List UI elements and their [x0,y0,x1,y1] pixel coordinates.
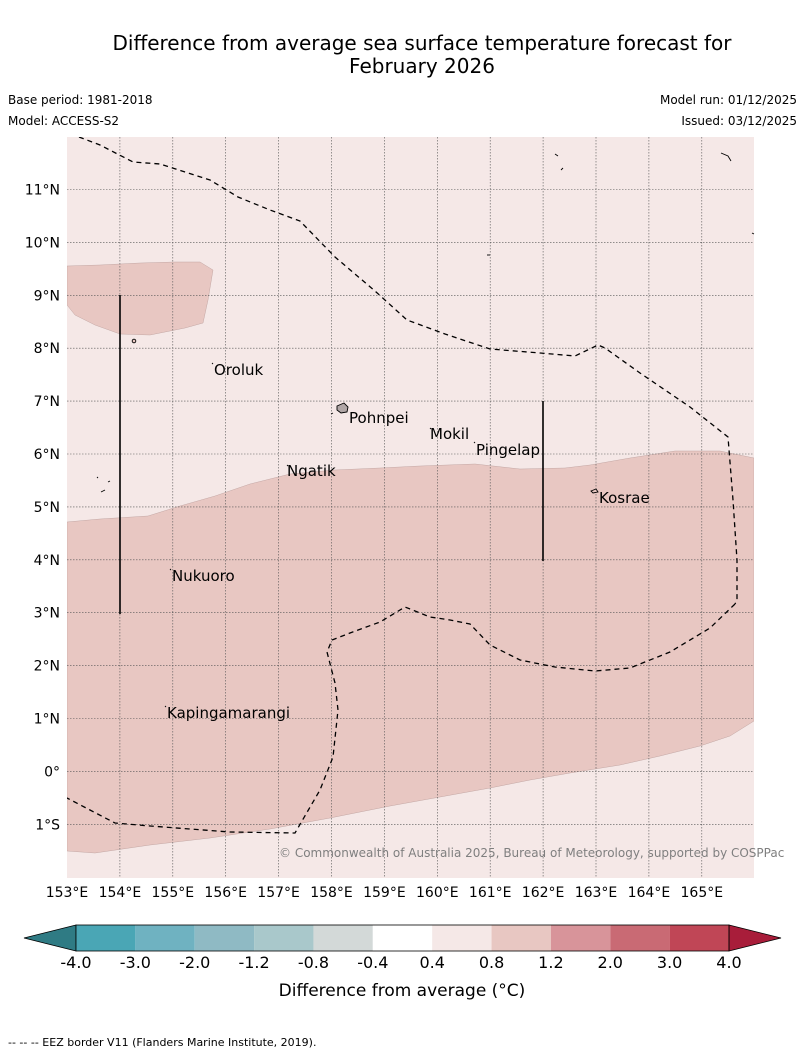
lat-tick-label: 4°N [34,553,60,569]
lat-tick-label: 2°N [34,659,60,675]
place-nukuoro: Nukuoro [172,567,235,585]
colorbar-segment [76,925,136,951]
lat-tick-label: 10°N [25,235,60,251]
colorbar-segment [550,925,611,951]
title-line-1: Difference from average sea surface temp… [112,31,732,55]
model-name: Model: ACCESS-S2 [8,114,120,128]
lon-tick-label: 164°E [628,885,671,901]
warm-patch-northwest [67,261,214,336]
colorbar-tick-label: 1.2 [538,953,563,972]
eez-border [67,137,738,834]
colorbar-tick-label: -3.0 [120,953,151,972]
colorbar-tick-label: 3.0 [657,953,682,972]
colorbar-tick-label: -1.2 [238,953,269,972]
colorbar-tick-label: 0.4 [419,953,444,972]
lat-tick-label: 1°N [34,712,60,728]
place-pohnpei: Pohnpei [349,409,409,427]
colorbar-tick-label: 0.8 [479,953,504,972]
colorbar-tick-label: -4.0 [60,953,91,972]
place-ngatik: Ngatik [287,462,336,480]
issued-date: Issued: 03/12/2025 [681,114,797,128]
lon-tick-label: 158°E [310,885,353,901]
colorbar-segment [372,925,433,951]
title-line-2: February 2026 [349,54,495,78]
colorbar-lower-extension [23,924,77,952]
colorbar-segment [432,925,492,951]
graticule [67,137,754,878]
lon-tick-label: 159°E [363,885,406,901]
place-oroluk: Oroluk [214,361,263,379]
lat-tick-label: 0° [44,764,60,780]
copyright-notice: © Commonwealth of Australia 2025, Bureau… [279,846,784,860]
place-pingelap: Pingelap [476,441,540,459]
colorbar-tick-label: 4.0 [716,953,741,972]
colorbar-segment [491,925,551,951]
pohnpei-island [336,402,349,414]
colorbar-tick-label: -0.4 [357,953,388,972]
colorbar-tick-label: -0.8 [298,953,329,972]
lon-tick-label: 155°E [152,885,195,901]
lon-tick-label: 154°E [99,885,142,901]
lat-tick-label: 11°N [25,183,60,199]
colorbar-label: Difference from average (°C) [278,981,526,1001]
colorbar-segment [313,925,373,951]
colorbar-outline [75,924,730,952]
model-run: Model run: 01/12/2025 [659,93,797,107]
colorbar-segment [610,925,670,951]
colorbar-tick-label: 2.0 [598,953,623,972]
place-kosrae: Kosrae [599,489,650,507]
map-title: Difference from average sea surface temp… [0,32,804,78]
colorbar [23,924,782,952]
lon-tick-label: 153°E [46,885,89,901]
lon-tick-label: 157°E [257,885,300,901]
colorbar-segment [669,925,729,951]
lat-tick-label: 5°N [34,500,60,516]
islands [96,152,755,708]
lon-tick-label: 165°E [681,885,724,901]
base-period: Base period: 1981-2018 [8,93,153,107]
eez-footnote: -- -- -- EEZ border V11 (Flanders Marine… [8,1036,317,1049]
lon-tick-label: 156°E [204,885,247,901]
lon-tick-label: 163°E [575,885,618,901]
lon-tick-label: 160°E [416,885,459,901]
lat-tick-label: 6°N [34,447,60,463]
lat-tick-label: 9°N [34,288,60,304]
colorbar-upper-extension [728,924,782,952]
place-kapingamarangi: Kapingamarangi [167,704,290,722]
lat-tick-label: 3°N [34,606,60,622]
lat-tick-label: 7°N [34,394,60,410]
colorbar-segment [254,925,314,951]
place-mokil: Mokil [430,425,469,443]
lon-tick-label: 162°E [522,885,565,901]
warm-region-south [67,450,754,854]
lon-tick-label: 161°E [469,885,512,901]
colorbar-segment [135,925,195,951]
colorbar-tick-label: -2.0 [179,953,210,972]
colorbar-segment [194,925,255,951]
lat-tick-label: 1°S [35,817,60,833]
lat-tick-label: 8°N [34,341,60,357]
